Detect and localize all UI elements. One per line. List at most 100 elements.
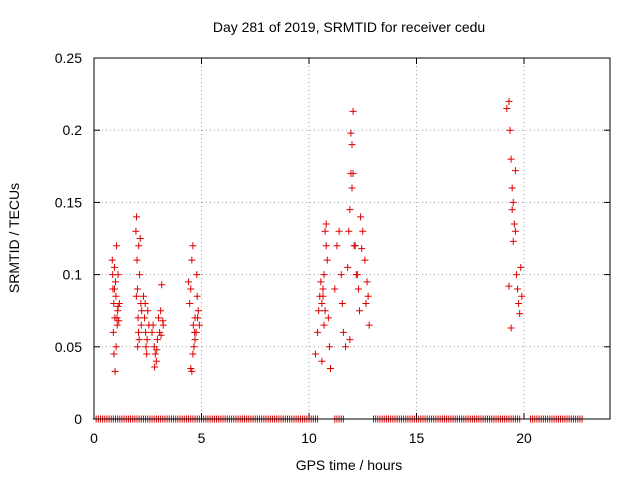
data-point (132, 227, 140, 235)
y-tick-label: 0.25 (55, 50, 82, 66)
data-point (148, 328, 156, 336)
data-point (322, 242, 330, 250)
data-point (109, 271, 117, 279)
data-point (110, 285, 118, 293)
data-point (331, 285, 339, 293)
data-point (134, 343, 142, 351)
data-point (321, 307, 329, 315)
data-point (322, 220, 330, 228)
data-point (188, 367, 196, 375)
data-point (339, 328, 347, 336)
data-point (189, 350, 197, 358)
y-tick-label: 0.1 (63, 267, 83, 283)
data-point (156, 328, 164, 336)
data-point (114, 302, 122, 310)
data-point (194, 307, 202, 315)
data-point (187, 285, 195, 293)
data-point (311, 350, 319, 358)
data-point (351, 242, 359, 250)
data-point (110, 350, 118, 358)
data-point (345, 227, 353, 235)
data-point (115, 317, 123, 325)
data-point (346, 206, 354, 214)
data-point (321, 227, 329, 235)
data-point (189, 242, 197, 250)
data-point (144, 307, 152, 315)
data-point (317, 278, 325, 286)
data-point (358, 245, 366, 253)
data-point (338, 299, 346, 307)
data-point (518, 292, 526, 300)
data-point (319, 292, 327, 300)
chart-title: Day 281 of 2019, SRMTID for receiver ced… (213, 19, 485, 35)
data-point (514, 285, 522, 293)
data-point (348, 184, 356, 192)
data-point (512, 271, 520, 279)
data-point (157, 331, 165, 339)
data-point (516, 310, 524, 318)
data-point (134, 314, 142, 322)
data-point (187, 364, 195, 372)
data-point (137, 321, 145, 329)
data-point (143, 336, 151, 344)
data-point (356, 307, 364, 315)
data-point (194, 314, 202, 322)
y-tick-label: 0.2 (63, 122, 83, 138)
data-point (318, 299, 326, 307)
data-point (155, 314, 162, 322)
data-point (153, 346, 161, 354)
data-point (337, 271, 345, 279)
data-point (324, 314, 332, 322)
data-point (333, 242, 341, 250)
plot-frame (93, 57, 611, 420)
x-tick-label: 15 (409, 430, 425, 446)
data-point (363, 278, 371, 286)
data-point (507, 324, 515, 332)
data-point (112, 278, 119, 286)
data-point (509, 237, 517, 245)
data-point (142, 328, 150, 336)
data-point (349, 170, 357, 178)
data-point (507, 155, 515, 163)
grid (94, 58, 610, 419)
x-tick-label: 10 (301, 430, 317, 446)
data-point (354, 285, 362, 293)
data-point (347, 129, 355, 137)
data-point (511, 227, 519, 235)
data-point (320, 271, 328, 279)
data-point (136, 271, 144, 279)
data-point (113, 321, 121, 329)
data-point (348, 141, 356, 149)
data-point (157, 307, 165, 315)
data-point (141, 314, 149, 322)
data-point (503, 105, 511, 113)
data-point (185, 278, 193, 286)
data-point (138, 307, 146, 315)
data-point (133, 285, 141, 293)
data-point (135, 328, 143, 336)
y-axis-title: SRMTID / TECUs (6, 183, 22, 293)
data-points (92, 97, 586, 423)
data-point (190, 343, 198, 351)
data-point (151, 350, 159, 358)
y-tick-label: 0.05 (55, 339, 82, 355)
data-point (133, 213, 141, 221)
data-point (506, 126, 514, 134)
data-point (508, 184, 516, 192)
data-point (505, 282, 513, 290)
data-point (342, 343, 350, 351)
data-point (319, 285, 327, 293)
data-point (335, 227, 343, 235)
data-point (143, 350, 151, 358)
data-point (136, 235, 144, 242)
data-point (139, 292, 147, 300)
x-axis-title: GPS time / hours (296, 457, 403, 473)
x-tick-label: 5 (198, 430, 206, 446)
data-point (364, 292, 372, 300)
data-point (362, 299, 370, 307)
data-point (133, 256, 141, 264)
data-point (141, 299, 149, 307)
data-point (111, 367, 119, 375)
data-point (191, 328, 199, 336)
